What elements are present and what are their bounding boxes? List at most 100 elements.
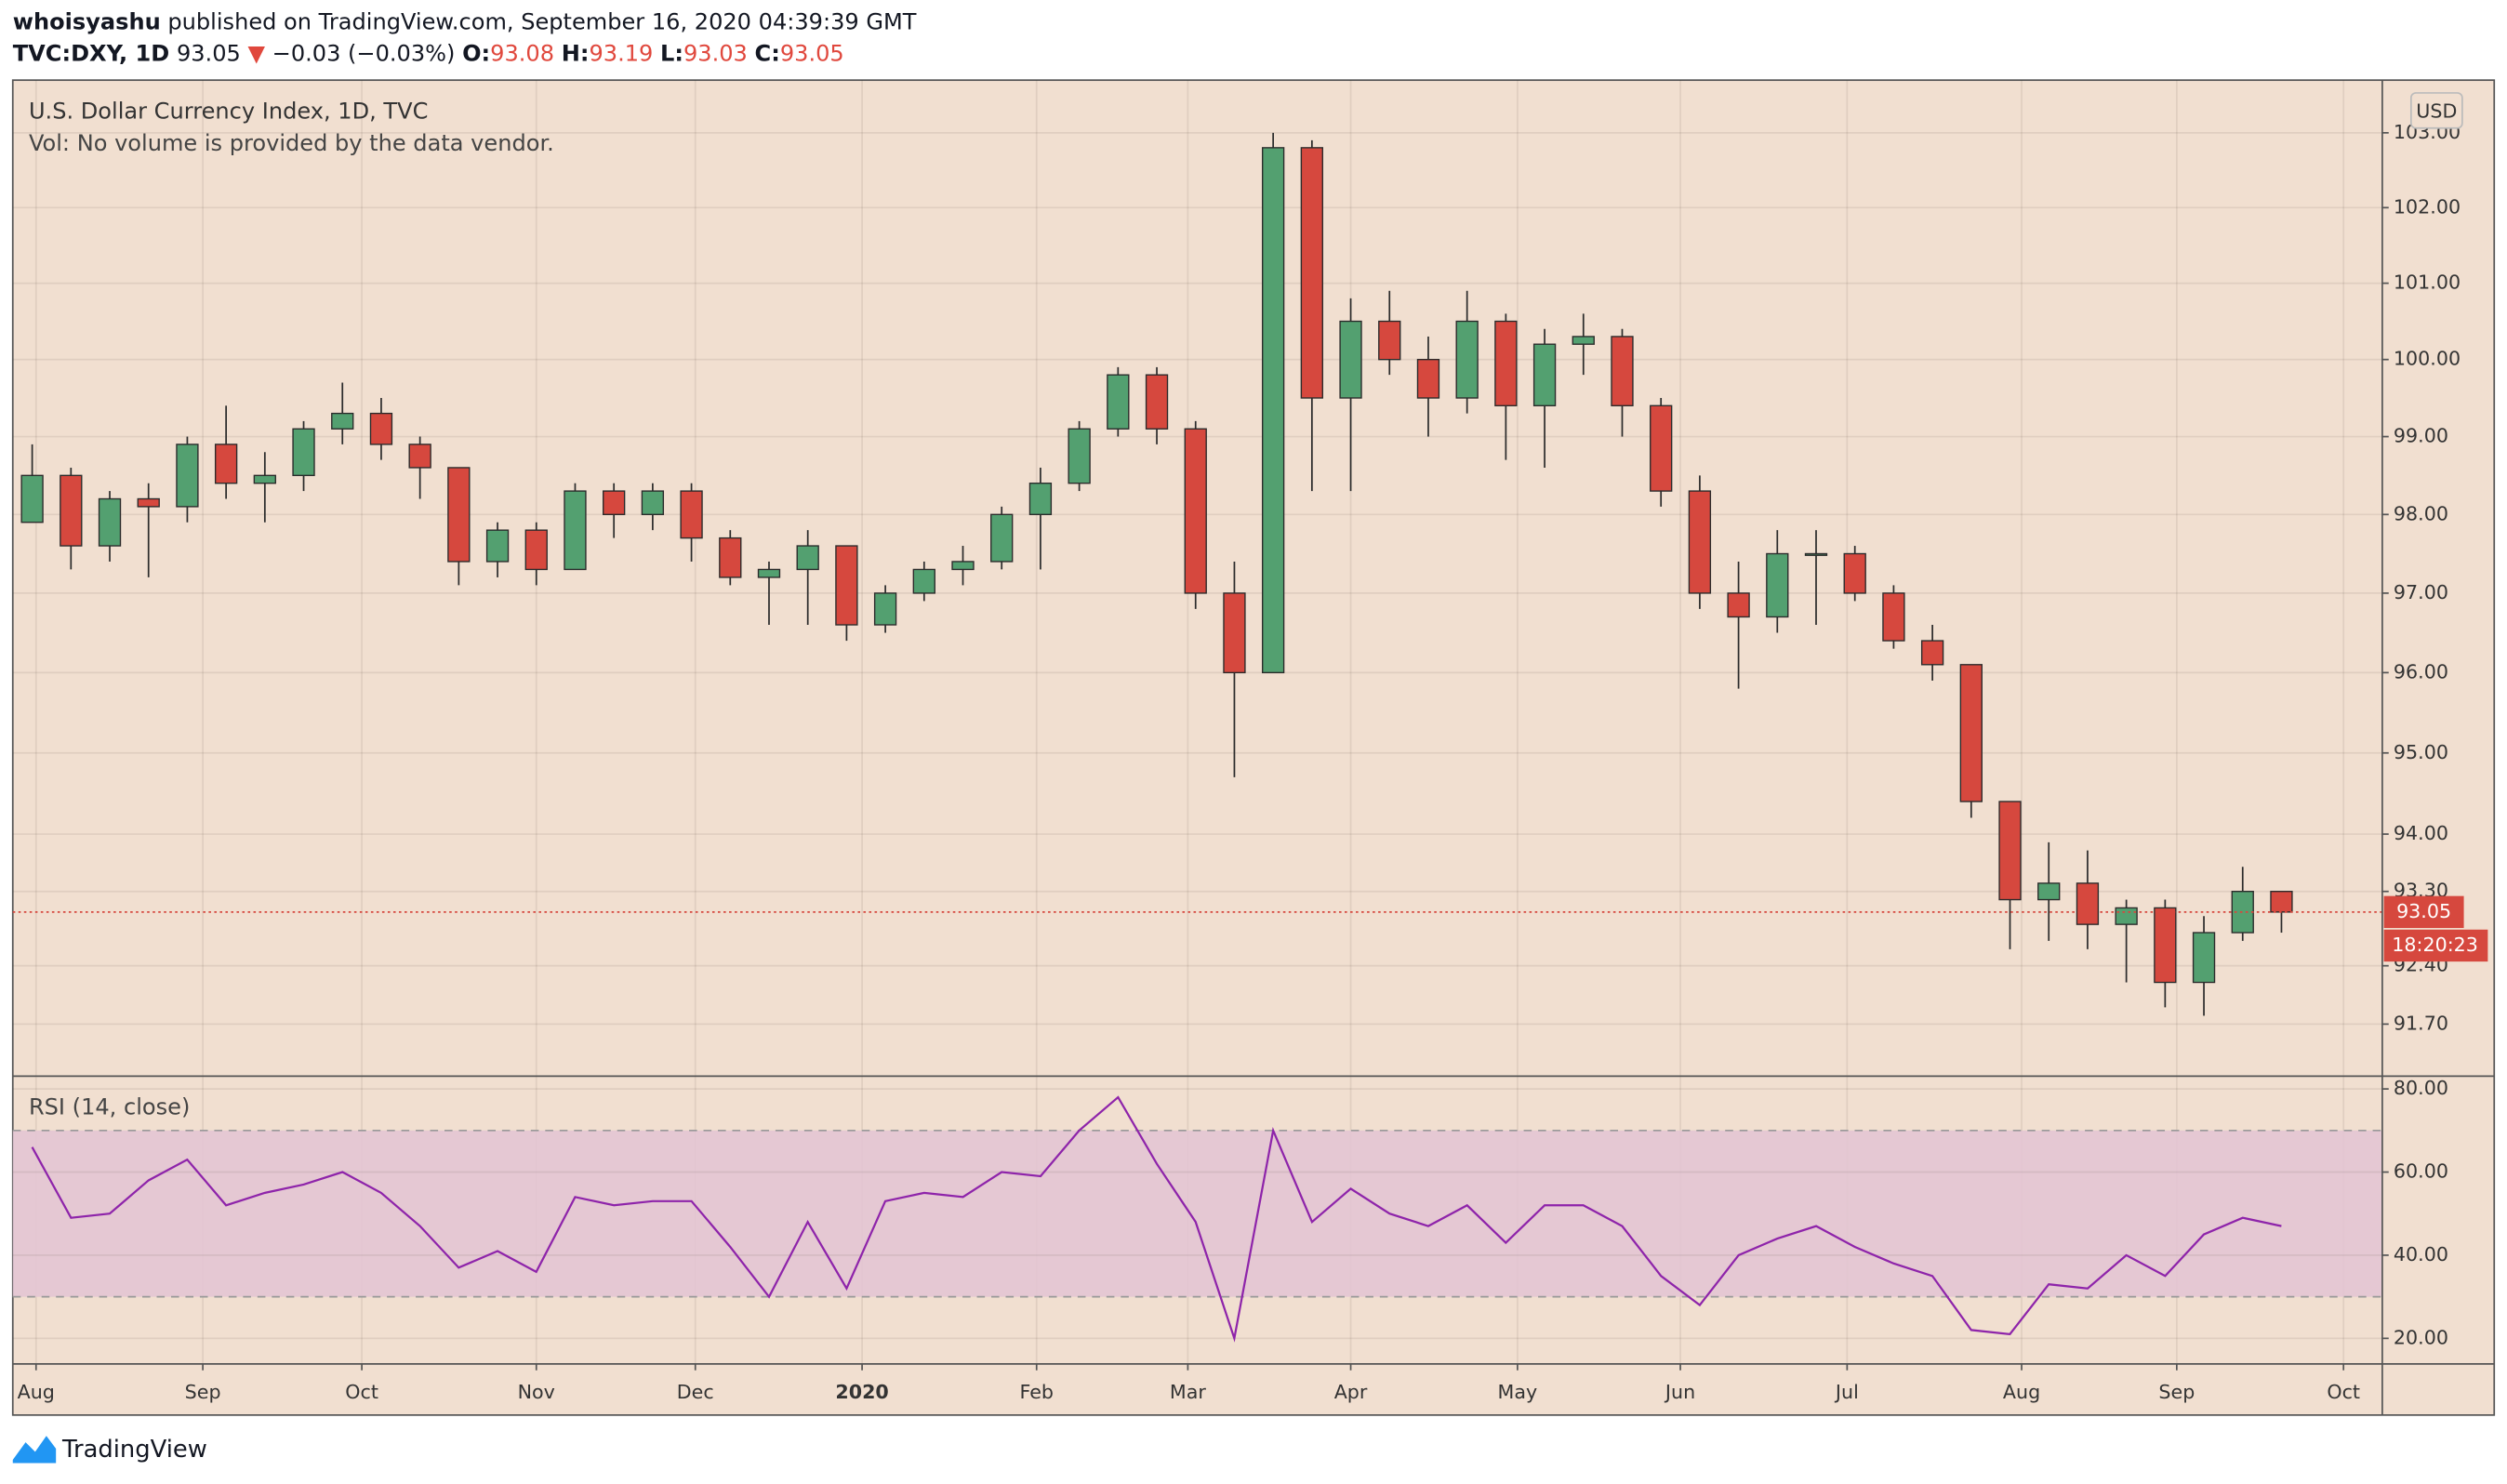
y-tick-label: 99.00 (2394, 425, 2448, 447)
candle-body (1920, 640, 1944, 666)
candle-body (1843, 552, 1866, 594)
x-tick-label: Feb (1019, 1381, 1054, 1403)
brand: TradingView (61, 1436, 207, 1464)
candle-body (990, 513, 1014, 563)
candle-body (2270, 891, 2293, 913)
y-tick-label: 40.00 (2394, 1243, 2448, 1265)
candle-body (1455, 320, 1479, 399)
x-tick-label: May (1498, 1381, 1538, 1403)
candle-body (1882, 592, 1905, 642)
candle-body (408, 444, 431, 469)
published: published on TradingView.com, September … (167, 8, 916, 34)
symbol-line: TVC:DXY, 1D 93.05 ▼ −0.03 (−0.03%) O:93.… (13, 41, 844, 67)
candle-body (796, 545, 819, 571)
candle-body (835, 545, 858, 626)
high-label: H: (562, 41, 590, 67)
candle-body (912, 568, 935, 594)
last-price-label: 93.05 (2396, 900, 2451, 922)
y-tick-label: 102.00 (2394, 195, 2461, 218)
x-tick-label: Oct (2327, 1381, 2360, 1403)
candle-body (1804, 552, 1828, 556)
candle-body (369, 412, 393, 445)
candle-body (1766, 552, 1789, 618)
change: −0.03 (−0.03%) (272, 41, 456, 67)
candle-body (98, 497, 122, 547)
brand-logo (12, 1436, 57, 1464)
candle-body (1494, 320, 1518, 406)
x-tick-label: Jun (1664, 1381, 1695, 1403)
candle-body (1532, 343, 1557, 406)
candle-body (680, 490, 703, 539)
y-tick-label: 91.70 (2394, 1012, 2448, 1034)
y-tick-label: 80.00 (2394, 1077, 2448, 1099)
x-tick-label: Sep (185, 1381, 221, 1403)
countdown: 18:20:23 (2392, 934, 2478, 956)
y-tick-label: 101.00 (2394, 272, 2461, 294)
candle-body (137, 497, 160, 508)
open: 93.08 (490, 41, 554, 67)
candle-body (2037, 882, 2061, 901)
candle-body (1959, 664, 1983, 802)
candle-body (292, 428, 315, 477)
candle-body (524, 529, 548, 571)
unit-badge (2409, 92, 2463, 129)
candle-body (1107, 374, 1130, 430)
low: 93.03 (683, 41, 748, 67)
axis-unit: USD (2416, 100, 2457, 123)
candle-body (60, 474, 83, 547)
candle-body (1688, 490, 1712, 594)
candle-body (331, 412, 354, 430)
x-tick-label: Mar (1170, 1381, 1206, 1403)
x-tick-label: 2020 (835, 1381, 888, 1403)
high: 93.19 (589, 41, 653, 67)
x-tick-label: Aug (18, 1381, 55, 1403)
candle-body (641, 490, 665, 515)
candle-body (2076, 882, 2100, 925)
candle-body (564, 490, 587, 571)
candle-body (1416, 358, 1440, 399)
candle-body (485, 529, 510, 563)
candle-body (951, 561, 975, 571)
x-tick-label: Jul (1834, 1381, 1859, 1403)
open-label: O: (462, 41, 490, 67)
candle-body (214, 444, 238, 484)
candle-body (1339, 320, 1362, 399)
change-arrow: ▼ (247, 41, 265, 67)
candle-body (1223, 592, 1246, 674)
candle-body (1028, 483, 1053, 515)
close: 93.05 (780, 41, 844, 67)
candle-body (603, 490, 626, 515)
y-tick-label: 20.00 (2394, 1326, 2448, 1348)
candle-body (1727, 592, 1750, 618)
close-label: C: (755, 41, 780, 67)
candle-body (2154, 907, 2177, 984)
candle-body (253, 474, 276, 484)
author: whoisyashu (13, 8, 161, 34)
y-tick-label: 95.00 (2394, 741, 2448, 763)
candle-body (1611, 336, 1634, 406)
candle-body (176, 444, 199, 508)
x-tick-label: Aug (2003, 1381, 2040, 1403)
price: 93.05 (177, 41, 241, 67)
y-tick-label: 100.00 (2394, 348, 2461, 370)
x-tick-label: Oct (345, 1381, 378, 1403)
x-tick-label: Sep (2158, 1381, 2195, 1403)
y-tick-label: 96.00 (2394, 660, 2448, 682)
rsi-line (31, 1095, 2282, 1343)
candle-body (2115, 907, 2138, 925)
rsi-title: RSI (14, close) (29, 1094, 190, 1120)
candle-body (1378, 320, 1401, 361)
candle-body (1650, 404, 1673, 492)
y-tick-label: 97.00 (2394, 581, 2448, 603)
low-label: L: (660, 41, 683, 67)
publish-line: whoisyashu published on TradingView.com,… (13, 8, 917, 34)
x-tick-label: Apr (1334, 1381, 1368, 1403)
y-tick-label: 98.00 (2394, 502, 2448, 524)
last-price-box (2383, 895, 2464, 929)
chart-layer: Aug Sep Oct Nov Dec 2020 Feb Mar Apr May Jun Jul Aug… (12, 80, 2488, 1403)
rsi-band (12, 1130, 2382, 1297)
candle-body (1184, 428, 1207, 594)
candle-body (447, 467, 471, 563)
